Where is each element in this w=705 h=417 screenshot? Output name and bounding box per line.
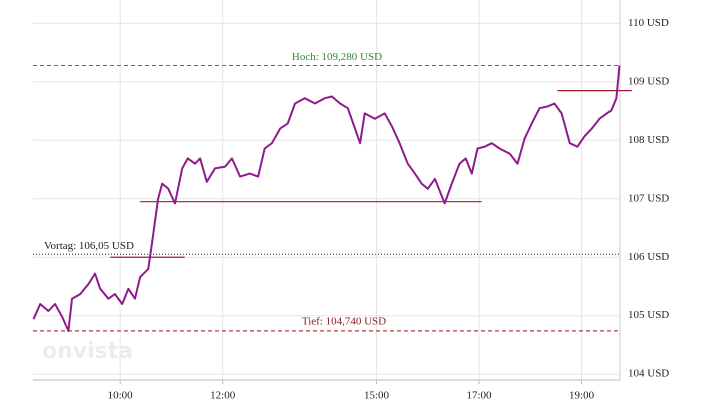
y-tick-label: 104 USD [628,368,669,380]
y-tick-label: 108 USD [628,134,669,146]
reference-label: Vortag: 106,05 USD [44,240,134,252]
y-tick-label: 107 USD [628,192,669,204]
y-tick-label: 105 USD [628,309,669,321]
x-tick-label: 15:00 [364,390,390,402]
y-tick-label: 109 USD [628,75,669,87]
reference-label: Tief: 104,740 USD [302,315,386,327]
x-tick-label: 12:00 [210,390,236,402]
reference-label: Hoch: 109,280 USD [292,51,382,63]
x-tick-label: 17:00 [466,390,492,402]
watermark: onvista [42,339,133,364]
y-tick-label: 110 USD [628,17,669,29]
y-tick-label: 106 USD [628,251,669,263]
x-tick-label: 10:00 [108,390,134,402]
price-line [32,65,621,332]
x-tick-label: 19:00 [569,390,595,402]
